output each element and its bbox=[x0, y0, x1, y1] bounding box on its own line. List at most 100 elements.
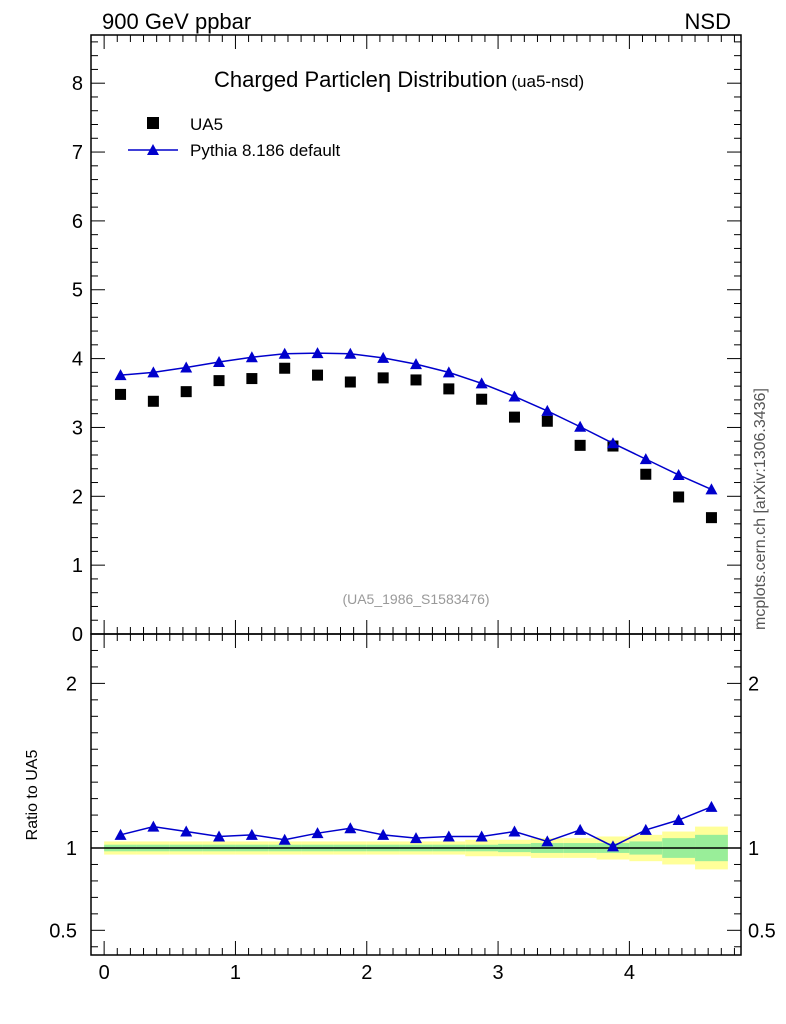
ratio-y-tick-label: 0.5 bbox=[49, 920, 77, 942]
ratio-data-point bbox=[606, 840, 619, 852]
chart-title-main: Charged Particle bbox=[214, 67, 378, 92]
ratio-data-point bbox=[672, 814, 685, 826]
ua5-data-point bbox=[508, 411, 520, 423]
main-panel: 0 1 2 3 4 5 6 7 8 Charged Particleη Distribution… bbox=[72, 34, 742, 646]
ua5-data-point bbox=[410, 374, 422, 386]
ratio-data-point bbox=[377, 828, 390, 840]
legend-pythia-label: Pythia 8.186 default bbox=[190, 141, 341, 160]
pythia-data-point bbox=[147, 366, 160, 378]
pythia-data-point bbox=[672, 468, 685, 480]
side-source-label: mcplots.cern.ch [arXiv:1306.3436] bbox=[752, 388, 769, 630]
pythia-data-point bbox=[180, 361, 193, 373]
pythia-series-line bbox=[120, 352, 712, 491]
ua5-data-point bbox=[574, 439, 586, 451]
ratio-data-point bbox=[574, 823, 587, 835]
ratio-panel-ticks: 0.5 0.5 1 1 2 2 0 1 2 3 4 bbox=[49, 633, 776, 984]
main-y-tick-label: 7 bbox=[72, 142, 83, 164]
pythia-data-point bbox=[278, 347, 291, 359]
legend-ua5-marker bbox=[147, 117, 159, 129]
ratio-data-point bbox=[278, 833, 291, 845]
chart-title-eta: η bbox=[378, 66, 391, 93]
ua5-data-point bbox=[312, 369, 324, 381]
ratio-data-point bbox=[245, 828, 258, 840]
ua5-data-point bbox=[115, 388, 127, 400]
header-right-label: NSD bbox=[685, 9, 731, 34]
main-y-tick-label: 3 bbox=[72, 417, 83, 439]
legend-pythia-marker bbox=[147, 144, 159, 155]
legend-ua5-label: UA5 bbox=[190, 115, 223, 134]
ratio-y-tick-label: 1 bbox=[66, 838, 77, 860]
pythia-data-point bbox=[311, 347, 324, 359]
pythia-data-point bbox=[639, 453, 652, 465]
ratio-y-tick-label-right: 0.5 bbox=[748, 920, 776, 942]
main-y-tick-label: 5 bbox=[72, 280, 83, 302]
main-y-tick-label: 0 bbox=[72, 624, 83, 646]
pythia-data-point bbox=[574, 420, 587, 432]
ua5-data-point bbox=[213, 375, 225, 387]
chart-title-tag: (ua5-nsd) bbox=[511, 72, 584, 91]
pythia-data-point bbox=[541, 404, 554, 416]
ratio-data-point bbox=[705, 800, 718, 812]
pythia-data-point bbox=[508, 390, 521, 402]
chart-title-rest: Distribution bbox=[391, 67, 507, 92]
pythia-data-point bbox=[442, 366, 455, 378]
pythia-data-point bbox=[114, 369, 127, 381]
ua5-data-point bbox=[705, 512, 717, 524]
main-y-tick-label: 2 bbox=[72, 486, 83, 508]
ratio-data-point bbox=[213, 830, 226, 842]
ratio-data-point bbox=[442, 830, 455, 842]
ua5-data-point bbox=[673, 491, 685, 503]
ratio-data-point bbox=[475, 830, 488, 842]
ua5-data-point bbox=[279, 362, 291, 374]
pythia-data-point bbox=[344, 347, 357, 359]
x-tick-label: 4 bbox=[624, 962, 635, 984]
ratio-data-point bbox=[180, 825, 193, 837]
ratio-y-tick-label-right: 1 bbox=[748, 838, 759, 860]
legend: UA5 Pythia 8.186 default bbox=[128, 115, 341, 160]
pythia-data-point bbox=[705, 483, 718, 495]
ua5-data-point bbox=[377, 372, 389, 384]
ua5-data-point bbox=[541, 415, 553, 427]
main-panel-frame bbox=[90, 34, 742, 635]
ratio-panel: 0.5 0.5 1 1 2 2 0 1 2 3 4 Ratio to UA5 bbox=[24, 633, 776, 984]
ua5-data-point bbox=[640, 468, 652, 480]
analysis-watermark: (UA5_1986_S1583476) bbox=[342, 591, 489, 607]
ratio-y-tick-label-right: 2 bbox=[748, 673, 759, 695]
ratio-y-tick-label: 2 bbox=[66, 673, 77, 695]
header-left-label: 900 GeV ppbar bbox=[102, 9, 251, 34]
ua5-data-point bbox=[246, 373, 258, 385]
x-tick-label: 3 bbox=[493, 962, 504, 984]
ua5-data-point bbox=[180, 386, 192, 398]
main-y-tick-label: 1 bbox=[72, 555, 83, 577]
x-tick-label: 2 bbox=[361, 962, 372, 984]
x-tick-label: 1 bbox=[230, 962, 241, 984]
pythia-data-point bbox=[213, 356, 226, 368]
pythia-data-point bbox=[377, 351, 390, 363]
top-series-layer bbox=[114, 347, 718, 524]
ratio-panel-frame bbox=[90, 633, 742, 956]
ratio-data-point bbox=[541, 835, 554, 847]
main-y-tick-label: 8 bbox=[72, 73, 83, 95]
pythia-data-point bbox=[475, 377, 488, 389]
ratio-data-point bbox=[344, 822, 357, 834]
ratio-series-layer bbox=[114, 800, 718, 852]
ratio-data-point bbox=[639, 823, 652, 835]
x-tick-label: 0 bbox=[99, 962, 110, 984]
ratio-data-point bbox=[114, 828, 127, 840]
main-panel-ticks: 0 1 2 3 4 5 6 7 8 bbox=[72, 35, 741, 646]
ratio-data-point bbox=[410, 832, 422, 844]
ratio-y-axis-label: Ratio to UA5 bbox=[24, 750, 41, 841]
ua5-data-point bbox=[147, 395, 159, 407]
chart-title: Charged Particleη Distribution (ua5-nsd) bbox=[214, 66, 584, 93]
ratio-data-point bbox=[311, 827, 324, 839]
ua5-data-point bbox=[476, 393, 488, 405]
ratio-data-point bbox=[147, 820, 160, 832]
pythia-data-point bbox=[410, 358, 422, 370]
pythia-data-point bbox=[245, 351, 258, 363]
ratio-data-point bbox=[508, 825, 521, 837]
ua5-data-point bbox=[344, 376, 356, 388]
ua5-data-point bbox=[443, 383, 455, 395]
main-y-tick-label: 6 bbox=[72, 211, 83, 233]
main-y-tick-label: 4 bbox=[72, 349, 83, 371]
